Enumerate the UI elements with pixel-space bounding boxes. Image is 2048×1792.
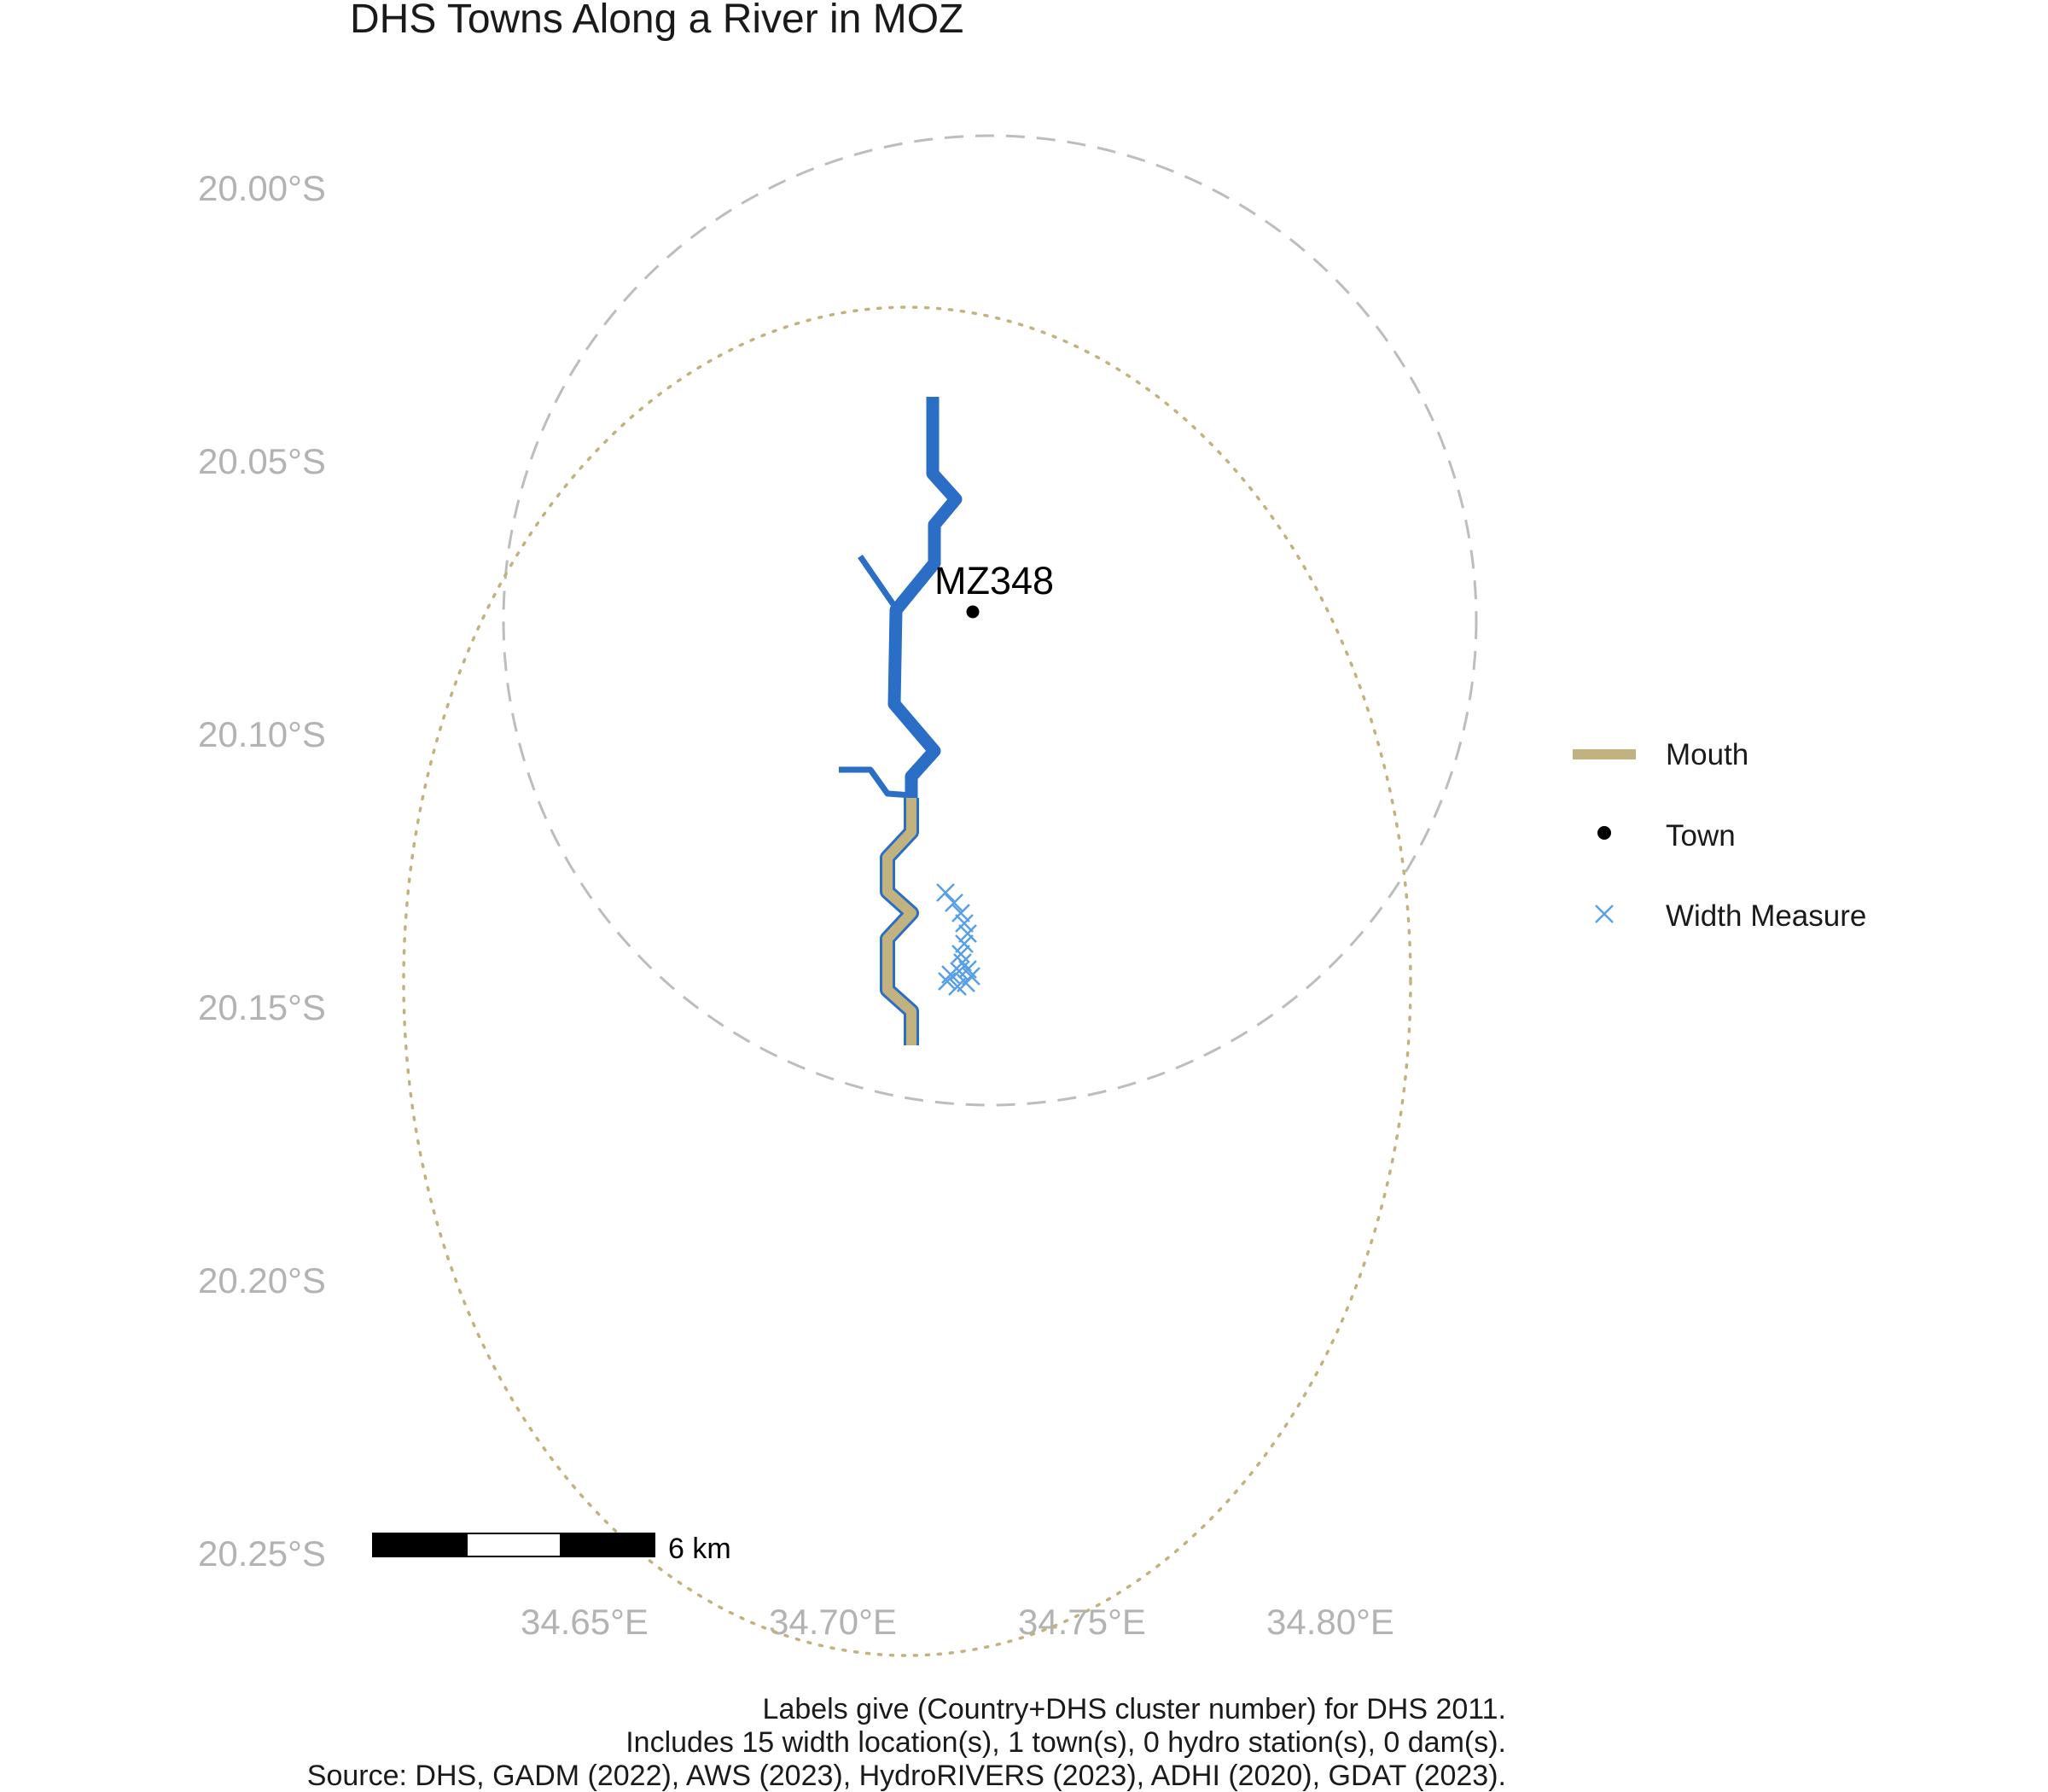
legend-label-width-measure: Width Measure (1666, 899, 1866, 933)
width-measure-marker (945, 893, 963, 912)
x-tick-label: 34.65°E (521, 1602, 649, 1642)
legend-town-key (1597, 826, 1611, 840)
y-tick-label: 20.10°S (198, 714, 326, 754)
x-tick-label: 34.80°E (1266, 1602, 1394, 1642)
scale-bar-label: 6 km (668, 1533, 731, 1565)
caption: Labels give (Country+DHS cluster number)… (307, 1693, 1506, 1792)
width-measure-marker (955, 934, 974, 953)
width-measure-marker (958, 924, 977, 943)
buffer-circle-dashed (502, 134, 1478, 1107)
width-measure-marker (955, 914, 974, 933)
y-axis-ticks: 20.00°S 20.05°S 20.10°S 20.15°S 20.20°S … (198, 168, 326, 1574)
width-measure-marker (951, 904, 970, 922)
caption-line: Labels give (Country+DHS cluster number)… (763, 1693, 1506, 1725)
scale-bar: 6 km (372, 1533, 731, 1565)
y-tick-label: 20.20°S (198, 1260, 326, 1300)
river-mouth-segment (882, 798, 916, 1045)
scale-bar-segment (466, 1533, 561, 1557)
width-measures (936, 883, 980, 996)
river-tributary (858, 555, 897, 608)
width-measure-marker (938, 972, 957, 991)
town-marker-group: MZ348 (934, 559, 1054, 619)
town-label: MZ348 (934, 559, 1054, 602)
scale-bar-segment (560, 1533, 655, 1557)
legend-width-measure-key (1595, 905, 1614, 923)
river-network (839, 397, 963, 1045)
y-tick-label: 20.05°S (198, 441, 326, 481)
map-title: DHS Towns Along a River in MOZ (350, 0, 963, 42)
x-tick-label: 34.75°E (1018, 1602, 1146, 1642)
x-tick-label: 34.70°E (769, 1602, 897, 1642)
y-tick-label: 20.15°S (198, 987, 326, 1027)
x-axis-ticks: 34.65°E 34.70°E 34.75°E 34.80°E (521, 1602, 1394, 1642)
river-main-channel (887, 397, 963, 806)
caption-line: Source: DHS, GADM (2022), AWS (2023), Hy… (307, 1760, 1506, 1792)
width-measure-marker (948, 977, 967, 996)
buffer-circle-dotted (402, 305, 1412, 1657)
y-tick-label: 20.25°S (198, 1533, 326, 1574)
caption-line: Includes 15 width location(s), 1 town(s)… (625, 1726, 1506, 1759)
legend-label-mouth: Mouth (1666, 738, 1748, 771)
scale-bar-segment (372, 1533, 468, 1557)
y-tick-label: 20.00°S (198, 168, 326, 208)
town-point (966, 605, 980, 619)
width-measure-marker (936, 883, 955, 902)
legend: Mouth Town Width Measure (1573, 738, 1866, 933)
legend-label-town: Town (1666, 819, 1736, 852)
river-tributary (839, 766, 912, 799)
